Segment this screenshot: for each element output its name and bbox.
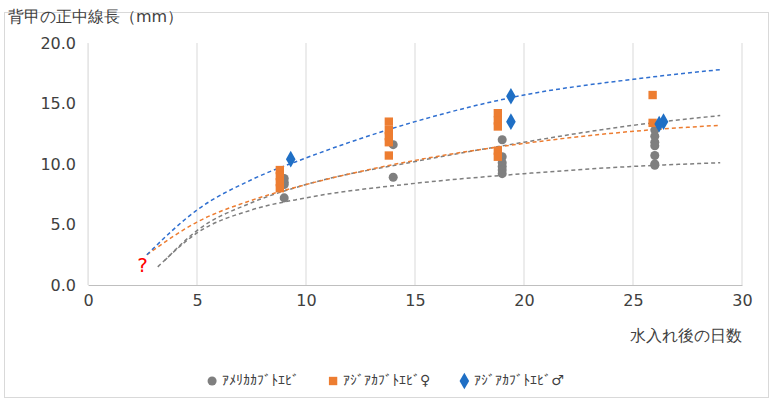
point <box>506 88 516 105</box>
annotation: ? <box>137 253 148 277</box>
point <box>276 184 284 192</box>
y-tick: 10.0 <box>40 155 88 174</box>
chart-frame <box>5 13 769 398</box>
x-tick: 10 <box>296 285 316 310</box>
point <box>498 169 507 178</box>
point <box>654 116 664 133</box>
x-axis: 0 5 10 15 20 25 30 <box>83 285 752 310</box>
x-tick-label: 25 <box>623 291 643 310</box>
point <box>494 153 502 161</box>
x-tick: 15 <box>405 285 425 310</box>
y-tick-label: 10.0 <box>40 155 76 174</box>
y-tick: 15.0 <box>40 94 88 113</box>
legend-swatch <box>460 373 470 390</box>
point <box>286 151 296 168</box>
point <box>650 161 659 170</box>
legend: ｱﾒﾘｶｶﾌﾞﾄｴﾋﾞ ｱｼﾞｱｶﾌﾞﾄｴﾋﾞ♀ ｱｼﾞｱｶﾌﾞﾄｴﾋﾞ♂ <box>208 372 564 389</box>
y-tick-label: 15.0 <box>40 94 76 113</box>
grid <box>88 43 742 285</box>
x-axis-title: 水入れ後の日数 <box>630 326 742 345</box>
y-tick: 5.0 <box>51 215 88 234</box>
y-axis-title: 背甲の正中線長（mm） <box>8 7 183 26</box>
grid-line <box>197 43 198 285</box>
trend-line <box>164 116 720 261</box>
x-tick-label: 20 <box>514 291 534 310</box>
x-tick: 25 <box>623 285 643 310</box>
point <box>498 135 507 144</box>
x-tick-label: 15 <box>405 291 425 310</box>
y-tick: 20.0 <box>40 34 88 53</box>
grid-line <box>88 43 89 285</box>
legend-swatch <box>208 376 217 385</box>
legend-swatch <box>329 377 337 385</box>
x-tick-label: 0 <box>83 291 93 310</box>
point <box>494 109 502 117</box>
grid-line <box>524 43 525 285</box>
point <box>389 173 398 182</box>
point <box>385 138 393 146</box>
point <box>650 151 659 160</box>
y-tick-label: 0.0 <box>51 276 76 295</box>
point <box>385 151 393 159</box>
point <box>506 113 516 130</box>
grid-line <box>306 43 307 285</box>
y-tick-label: 20.0 <box>40 34 76 53</box>
trend-line <box>147 70 720 255</box>
grid-line <box>415 43 416 285</box>
y-tick: 0.0 <box>51 276 88 295</box>
trend-line <box>147 125 720 254</box>
y-axis-line <box>88 44 89 286</box>
x-tick-label: 30 <box>732 291 752 310</box>
y-axis: 0.0 5.0 10.0 15.0 20.0 <box>40 34 88 295</box>
legend-item: ｱｼﾞｱｶﾌﾞﾄｴﾋﾞ♀ <box>329 372 430 388</box>
x-axis-line <box>89 285 743 286</box>
grid-line <box>742 43 743 285</box>
point <box>648 91 656 99</box>
point <box>494 122 502 130</box>
x-tick: 20 <box>514 285 534 310</box>
point <box>385 117 393 125</box>
chart: 0 5 10 15 20 25 30 0.0 5.0 10.0 15.0 20.0? 背甲の正中線長（m… <box>0 0 770 399</box>
x-tick: 0 <box>83 285 93 310</box>
point <box>650 141 659 150</box>
plot-area <box>147 70 720 267</box>
point <box>280 193 289 202</box>
x-tick: 5 <box>192 285 202 310</box>
legend-label: ｱｼﾞｱｶﾌﾞﾄｴﾋﾞ♂ <box>474 372 564 388</box>
x-tick-label: 5 <box>192 291 202 310</box>
y-tick-label: 5.0 <box>51 215 76 234</box>
x-tick: 30 <box>732 285 752 310</box>
legend-item: ｱﾒﾘｶｶﾌﾞﾄｴﾋﾞ <box>208 372 300 388</box>
legend-label: ｱﾒﾘｶｶﾌﾞﾄｴﾋﾞ <box>222 372 299 388</box>
x-tick-label: 10 <box>296 291 316 310</box>
legend-label: ｱｼﾞｱｶﾌﾞﾄｴﾋﾞ♀ <box>343 372 430 388</box>
trend-line <box>158 163 720 267</box>
legend-item: ｱｼﾞｱｶﾌﾞﾄｴﾋﾞ♂ <box>460 372 564 389</box>
